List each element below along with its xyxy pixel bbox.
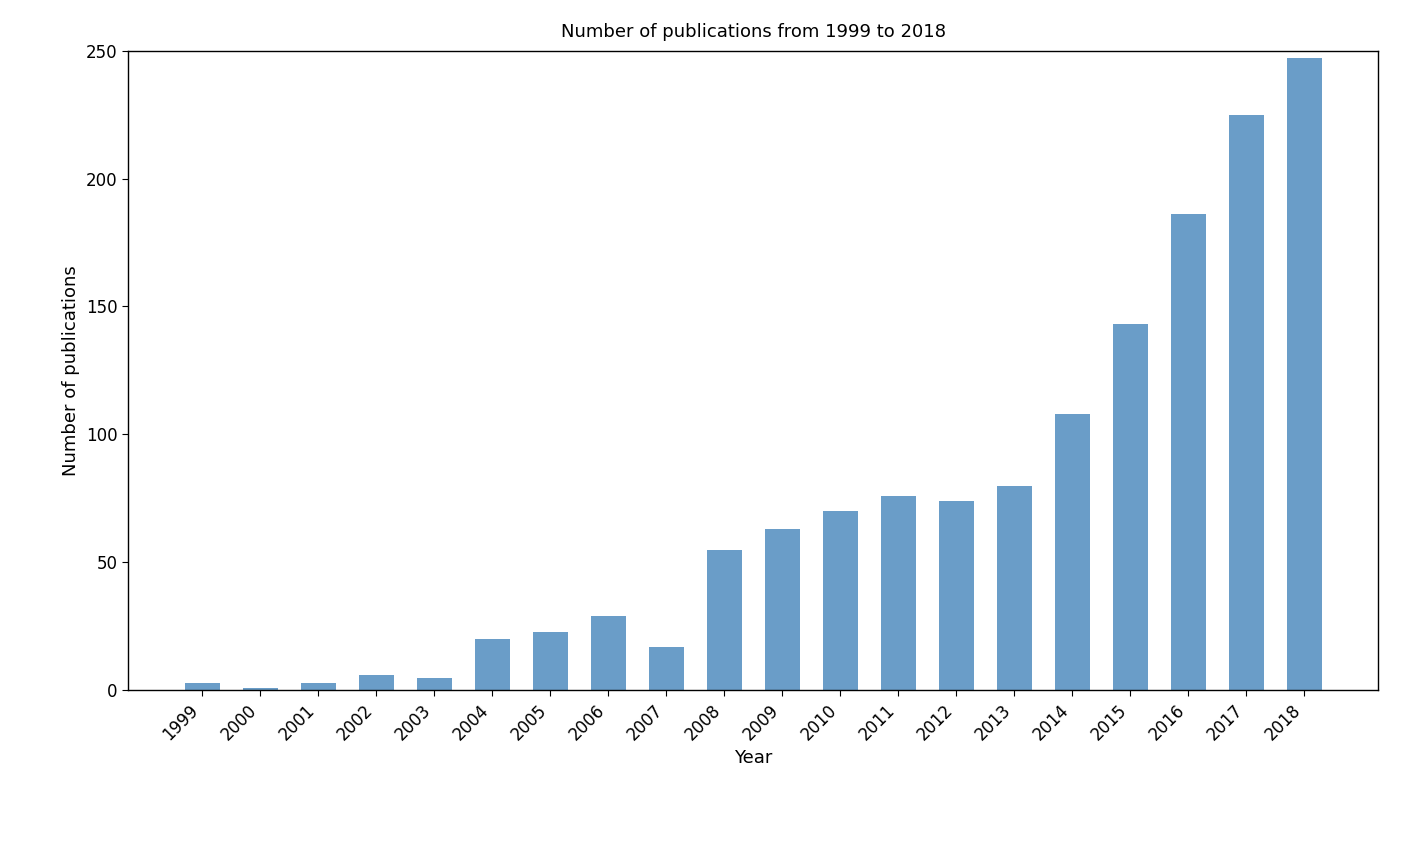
Bar bbox=[416, 678, 452, 690]
Bar bbox=[533, 632, 567, 690]
Bar bbox=[649, 647, 684, 690]
Bar bbox=[185, 683, 219, 690]
Bar bbox=[475, 639, 510, 690]
Bar bbox=[1054, 414, 1090, 690]
Bar bbox=[1229, 115, 1263, 690]
Bar bbox=[706, 550, 742, 690]
Bar bbox=[1113, 324, 1148, 690]
Bar bbox=[591, 616, 625, 690]
Bar bbox=[764, 529, 800, 690]
Bar bbox=[1287, 58, 1322, 690]
Bar bbox=[358, 675, 394, 690]
Bar bbox=[939, 501, 973, 690]
X-axis label: Year: Year bbox=[733, 749, 773, 767]
Bar bbox=[996, 486, 1032, 690]
Bar bbox=[301, 683, 335, 690]
Y-axis label: Number of publications: Number of publications bbox=[63, 265, 81, 476]
Title: Number of publications from 1999 to 2018: Number of publications from 1999 to 2018 bbox=[561, 23, 945, 40]
Bar bbox=[243, 688, 277, 690]
Bar bbox=[881, 496, 915, 690]
Bar bbox=[1171, 215, 1205, 690]
Bar bbox=[823, 511, 857, 690]
